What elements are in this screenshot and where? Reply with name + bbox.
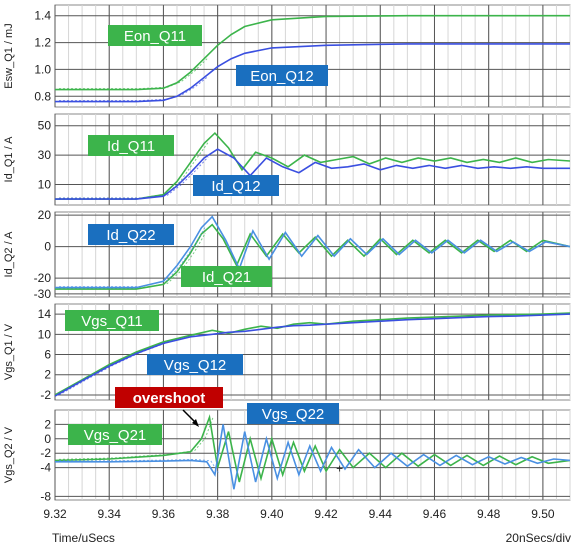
label-box [247, 403, 339, 424]
x-tick-label: 9.32 [43, 507, 67, 521]
label-vgs-q21: Vgs_Q21 [68, 424, 162, 445]
label-text: Vgs_Q22 [262, 406, 325, 423]
x-tick-label: 9.44 [369, 507, 393, 521]
x-tick-label: 9.50 [531, 507, 555, 521]
x-tick-label: 9.48 [477, 507, 501, 521]
label-box [236, 65, 328, 86]
label-text: Id_Q22 [106, 227, 155, 244]
y-axis-label: Vgs_Q2 / V [3, 426, 15, 483]
label-text: overshoot [133, 390, 206, 407]
series-dotted-trace [59, 458, 220, 475]
series-dotted-trace [59, 156, 209, 199]
panel-1: 1.4 1.2 1.0 0.8 Esw_Q1 / mJ Eon_Q11 Eon_Q12 [3, 4, 571, 108]
y-tick-label: 10 [38, 327, 52, 341]
label-eon-q11: Eon_Q11 [108, 25, 202, 46]
y-tick-label: 1.4 [34, 9, 51, 23]
label-box [88, 135, 174, 156]
series-line-vgs-q22 [55, 424, 570, 490]
x-tick-label: 9.42 [314, 507, 338, 521]
label-eon-q12: Eon_Q12 [236, 65, 328, 86]
label-box [147, 354, 243, 375]
label-id-q22: Id_Q22 [88, 224, 174, 245]
panel-3: 20 0 -20 -30 Id_Q2 / A Id_Q22 Id_Q21 [3, 208, 571, 301]
y-tick-label: 2 [44, 368, 51, 382]
series-line-vgs-q21 [55, 414, 570, 483]
series-line-eon-q11 [55, 14, 570, 91]
series-dotted-trace [58, 335, 195, 396]
label-id-q21: Id_Q21 [181, 266, 272, 287]
series-line-vgs-q11 [55, 312, 570, 396]
label-text: Eon_Q11 [124, 28, 186, 45]
label-text: Eon_Q12 [250, 68, 313, 85]
label-box [181, 266, 272, 287]
y-tick-label: -20 [34, 271, 52, 285]
label-overshoot: overshoot [115, 387, 223, 427]
x-tick-label: 9.38 [206, 507, 230, 521]
panel-2: 50 30 10 Id_Q1 / A Id_Q11 Id_Q12 [3, 113, 571, 206]
label-text: Vgs_Q21 [84, 427, 147, 444]
label-text: Vgs_Q11 [81, 313, 142, 330]
y-axis-label: Id_Q1 / A [3, 136, 15, 183]
y-tick-label: 0 [44, 432, 51, 446]
cursor-marker: + [336, 462, 343, 476]
series-line-id-q21 [55, 223, 570, 290]
series-line-eon-q12 [55, 43, 570, 103]
y-tick-label: -2 [40, 446, 51, 460]
label-box [108, 25, 202, 46]
y-tick-label: 1.0 [34, 62, 51, 76]
x-axis-label: Time/uSecs [52, 531, 115, 545]
panel-4: 14 10 6 2 -2 Vgs_Q1 / V Vgs_Q11 Vgs_Q12 [3, 303, 571, 402]
series-line-id-q22 [55, 215, 570, 289]
label-id-q12: Id_Q12 [193, 175, 279, 196]
label-text: Id_Q11 [107, 138, 155, 155]
y-axis-label: Id_Q2 / A [3, 231, 15, 278]
series-dotted-trace [59, 76, 209, 102]
y-tick-label: 1.2 [34, 36, 51, 50]
label-vgs-q11: Vgs_Q11 [65, 310, 159, 331]
y-tick-label: 2 [44, 417, 51, 431]
overshoot-arrowhead [192, 419, 199, 427]
x-tick-label: 9.40 [260, 507, 284, 521]
y-tick-label: 10 [38, 177, 52, 191]
y-tick-label: 20 [38, 208, 52, 222]
y-tick-label: 14 [38, 307, 52, 321]
label-box [88, 224, 174, 245]
label-vgs-q12: Vgs_Q12 [147, 354, 243, 375]
y-tick-label: -4 [40, 461, 51, 475]
label-text: Id_Q21 [202, 269, 251, 286]
y-tick-label: 0 [44, 240, 51, 254]
label-id-q11: Id_Q11 [88, 135, 174, 156]
label-box [65, 310, 159, 331]
x-tick-label: 9.34 [98, 507, 122, 521]
label-box [115, 387, 223, 408]
time-scale-label: 20nSecs/div [506, 531, 571, 545]
y-tick-label: 50 [38, 119, 52, 133]
label-text: Vgs_Q12 [164, 357, 227, 374]
y-tick-label: 6 [44, 348, 51, 362]
y-axis-label: Vgs_Q1 / V [3, 323, 15, 380]
y-tick-label: -30 [34, 287, 52, 301]
y-tick-label: 30 [38, 148, 52, 162]
y-tick-label: 0.8 [34, 89, 51, 103]
series-line-id-q11 [55, 131, 570, 200]
label-box [193, 175, 279, 196]
series-line-vgs-q12 [55, 313, 570, 397]
label-vgs-q22: Vgs_Q22 [247, 403, 339, 424]
series-line-id-q12 [55, 148, 570, 200]
y-tick-label: -8 [40, 489, 51, 503]
y-tick-label: -2 [40, 388, 51, 402]
series-dotted-trace [59, 226, 206, 288]
x-tick-label: 9.36 [152, 507, 176, 521]
label-box [68, 424, 162, 445]
label-text: Id_Q12 [211, 178, 260, 195]
series-dotted-trace [58, 416, 214, 460]
y-axis-label: Esw_Q1 / mJ [3, 23, 15, 88]
x-tick-label: 9.46 [423, 507, 447, 521]
